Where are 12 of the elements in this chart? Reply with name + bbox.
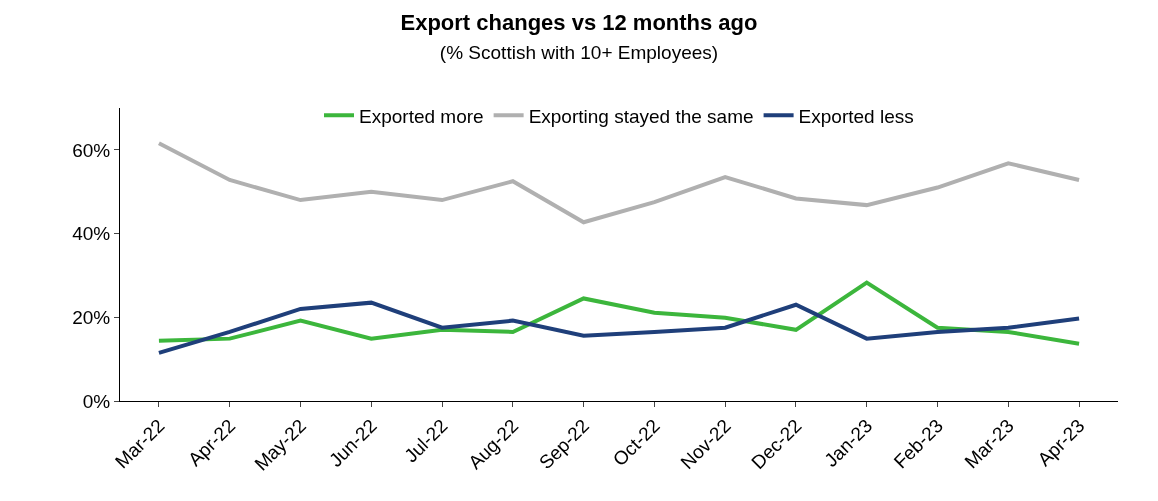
y-tick-label: 40% [72,223,111,245]
legend-label: Exported more [359,105,484,127]
legend-label: Exported less [798,105,914,127]
line-series [156,280,1082,346]
line-series [156,300,1082,355]
chart-subtitle: (% Scottish with 10+ Employees) [439,41,719,63]
y-tick-label: 60% [72,139,111,161]
chart-title: Export changes vs 12 months ago [400,10,758,36]
legend-label: Exporting stayed the same [528,105,754,127]
y-tick-label: 0% [82,390,111,412]
y-tick-label: 20% [72,306,111,328]
line-series [156,141,1082,225]
